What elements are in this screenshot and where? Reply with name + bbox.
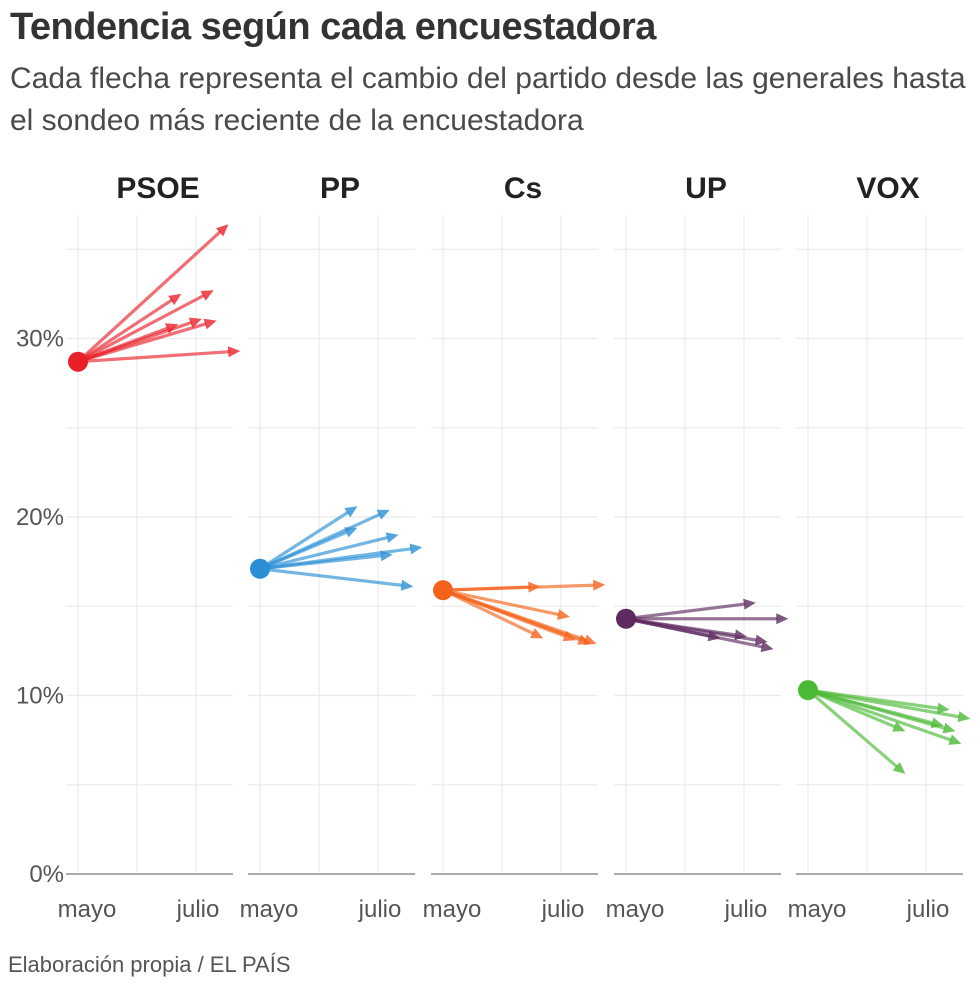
arrow-shaft — [258, 530, 348, 571]
arrow-shaft — [76, 298, 173, 364]
start-point — [250, 558, 270, 579]
arrow-head — [557, 609, 570, 620]
chart-title: Tendencia según cada encuestadora — [10, 6, 656, 48]
arrow-head — [760, 641, 774, 653]
arrow-head — [743, 598, 756, 610]
arrow-shaft — [76, 230, 222, 364]
arrow-head — [948, 734, 962, 745]
x-tick-label: mayo — [606, 896, 665, 923]
x-tick-label: julio — [906, 896, 950, 923]
arrow-head — [409, 543, 423, 555]
arrow-head — [380, 550, 393, 562]
arrow-head — [937, 702, 950, 714]
start-point — [433, 580, 453, 601]
arrow-shaft — [441, 588, 560, 617]
arrow-head — [892, 721, 906, 732]
arrow-head — [344, 527, 358, 538]
arrow-head — [593, 579, 606, 591]
arrow-shaft — [258, 554, 383, 571]
x-tick-label: julio — [176, 896, 220, 923]
arrow-head — [776, 613, 789, 625]
x-tick-label: julio — [541, 896, 585, 923]
arrow-head — [957, 711, 971, 722]
arrow-head — [530, 628, 544, 639]
arrow-shaft — [258, 511, 349, 571]
arrow-shaft — [258, 536, 389, 571]
arrow-head — [942, 722, 956, 734]
arrow-head — [168, 293, 182, 306]
arrow-head — [165, 323, 179, 334]
arrow-shaft — [806, 688, 961, 719]
arrow-head — [215, 224, 229, 237]
arrow-head — [892, 762, 906, 774]
y-tick-label: 0% — [29, 861, 64, 888]
arrow-head — [188, 317, 202, 328]
arrow-shaft — [806, 688, 952, 742]
arrow-head — [200, 290, 214, 301]
arrow-shaft — [624, 617, 764, 649]
x-tick-label: mayo — [423, 896, 482, 923]
arrow-shaft — [76, 326, 169, 364]
arrow-shaft — [441, 583, 595, 592]
start-point — [616, 608, 636, 629]
panel-title: PSOE — [116, 172, 199, 205]
x-tick-label: julio — [358, 896, 402, 923]
panel-title: VOX — [856, 172, 919, 205]
source-note: Elaboración propia / EL PAÍS — [8, 952, 291, 977]
arrow-shaft — [441, 588, 587, 642]
arrow-head — [203, 318, 217, 330]
panel-title: UP — [685, 172, 727, 205]
start-point — [68, 351, 88, 372]
arrow-head — [583, 634, 597, 645]
arrow-head — [385, 532, 399, 543]
arrow-shaft — [76, 294, 205, 364]
y-tick-label: 10% — [16, 683, 64, 710]
arrow-shaft — [624, 602, 746, 621]
x-tick-label: mayo — [240, 896, 299, 923]
y-tick-label: 30% — [16, 326, 64, 353]
arrow-shaft — [258, 567, 404, 587]
arrow-head — [400, 579, 414, 591]
arrow-head — [344, 506, 358, 518]
panel-title: PP — [320, 172, 360, 205]
panel-title: Cs — [504, 172, 542, 205]
x-tick-label: mayo — [58, 896, 117, 923]
x-tick-label: julio — [724, 896, 768, 923]
start-point — [798, 680, 818, 701]
x-tick-label: mayo — [788, 896, 847, 923]
arrow-shaft — [806, 688, 898, 768]
arrow-shaft — [76, 350, 230, 364]
y-tick-label: 20% — [16, 504, 64, 531]
arrow-head — [376, 509, 390, 520]
arrow-head — [227, 346, 241, 358]
chart-subtitle: Cada flecha representa el cambio del par… — [10, 62, 966, 137]
